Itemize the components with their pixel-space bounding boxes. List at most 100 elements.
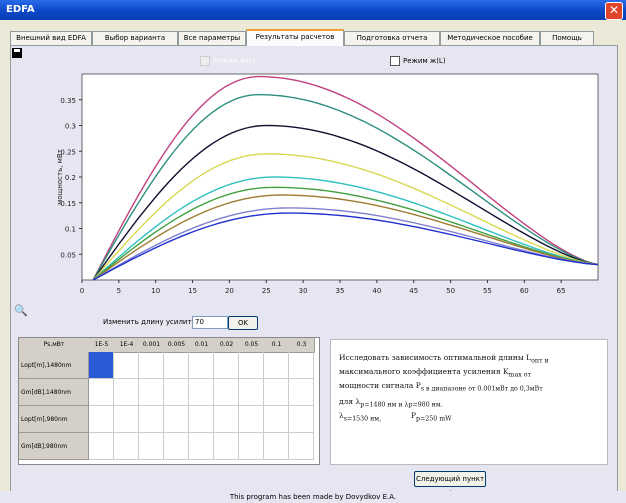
table-column-header: 0.02: [214, 338, 240, 353]
mode-checkbox-left-label: Режим ж(L): [213, 57, 256, 65]
table-column-header: 0.001: [139, 338, 165, 353]
x-tick-label: 55: [483, 287, 492, 295]
table-cell[interactable]: [189, 379, 214, 406]
series-line-3: [92, 124, 599, 281]
table-cell[interactable]: [114, 352, 139, 379]
series-line-6: [92, 186, 599, 281]
mode-checkbox-right-label: Режим ж(L): [403, 57, 446, 65]
tab-results[interactable]: Результаты расчетов: [246, 29, 344, 46]
table-cell[interactable]: [239, 352, 264, 379]
table-column-header: 0.3: [289, 338, 315, 353]
length-label: Изменить длину усилителя: [103, 318, 205, 326]
table-cell[interactable]: [164, 406, 189, 433]
table-column-header: 0.01: [189, 338, 215, 353]
table-cell[interactable]: [114, 406, 139, 433]
table-cell[interactable]: [289, 433, 314, 460]
x-tick-label: 50: [446, 287, 455, 295]
x-tick-label: 35: [336, 287, 345, 295]
length-input[interactable]: 70: [192, 316, 228, 329]
table-cell[interactable]: [114, 433, 139, 460]
table-cell[interactable]: [89, 406, 114, 433]
tab-variant[interactable]: Выбор варианта: [92, 31, 178, 45]
mode-checkbox-left[interactable]: Режим ж(L): [200, 56, 256, 66]
table-cell[interactable]: [264, 352, 289, 379]
table-cell[interactable]: [139, 352, 164, 379]
x-tick-label: 25: [262, 287, 271, 295]
table-cell[interactable]: [289, 406, 314, 433]
table-cell[interactable]: [214, 406, 239, 433]
x-tick-label: 5: [117, 287, 121, 295]
magnifier-icon[interactable]: 🔍: [14, 304, 28, 317]
next-step-button[interactable]: Следующий пункт ➜: [414, 471, 486, 497]
table-cell[interactable]: [189, 433, 214, 460]
y-tick-label: 0.1: [65, 226, 76, 234]
desc-line-6: Pp=250 mW: [411, 411, 452, 423]
footer-credit: This program has been made by Dovydkov E…: [0, 491, 626, 503]
tab-help[interactable]: Помощь: [540, 31, 594, 45]
table-column-header: 1E-4: [114, 338, 140, 353]
table-cell[interactable]: [139, 379, 164, 406]
power-chart: 0.05 0.1 0.15 0.2 0.25 0.3 0.35 0 5 10 15 20 25 30 35 4…: [56, 73, 599, 295]
table-cell[interactable]: [214, 352, 239, 379]
table-row-header: Gm[dB],1480nm: [19, 379, 89, 406]
table-cell[interactable]: [189, 352, 214, 379]
table-row-header: Gm[dB],980nm: [19, 433, 89, 460]
series-line-2: [92, 93, 599, 281]
checkbox-box-icon: [200, 56, 210, 66]
table-cell[interactable]: [89, 352, 114, 379]
table-cell[interactable]: [264, 433, 289, 460]
table-column-header: 1E-5: [89, 338, 115, 353]
series-line-1: [92, 75, 599, 281]
desc-line-4: для λp=1480 нм и λp=980 нм.: [339, 397, 443, 409]
table-cell[interactable]: [289, 352, 314, 379]
table-cell[interactable]: [139, 406, 164, 433]
close-button[interactable]: ✕: [605, 2, 623, 20]
table-cell[interactable]: [239, 379, 264, 406]
desc-line-1: Исследовать зависимость оптимальной длин…: [339, 353, 549, 365]
desc-line-3: мощности сигнала Ps в диапазоне от 0.001…: [339, 381, 543, 393]
table-column-header: 0.005: [164, 338, 190, 353]
table-row-header: Lopt[m],1480nm: [19, 352, 89, 379]
chart-area: 0.05 0.1 0.15 0.2 0.25 0.3 0.35 0 5 10 15 20 25 30 35 4…: [50, 66, 606, 312]
x-tick-label: 20: [225, 287, 234, 295]
table-cell[interactable]: [239, 433, 264, 460]
next-step-label: Следующий пункт: [415, 475, 485, 483]
window-title: EDFA: [6, 4, 35, 15]
table-cell[interactable]: [164, 352, 189, 379]
series-line-4: [92, 153, 599, 281]
table-cell[interactable]: [89, 433, 114, 460]
table-column-header: 0.05: [239, 338, 265, 353]
table-cell[interactable]: [289, 379, 314, 406]
table-cell[interactable]: [264, 379, 289, 406]
table-cell[interactable]: [214, 379, 239, 406]
x-tick-label: 10: [151, 287, 160, 295]
x-tick-label: 45: [409, 287, 418, 295]
table-cell[interactable]: [214, 433, 239, 460]
floppy-disk-icon[interactable]: [12, 48, 22, 58]
x-tick-label: 65: [557, 287, 566, 295]
table-cell[interactable]: [89, 379, 114, 406]
tab-report[interactable]: Подготовка отчета: [344, 31, 440, 45]
y-axis-label: мощность, мВт: [56, 149, 64, 205]
table-cell[interactable]: [139, 433, 164, 460]
y-tick-label: 0.35: [60, 97, 76, 105]
table-cell[interactable]: [114, 379, 139, 406]
table-cell[interactable]: [239, 406, 264, 433]
ok-button[interactable]: OK: [228, 316, 258, 330]
tab-all-params[interactable]: Все параметры: [178, 31, 246, 45]
table-cell[interactable]: [164, 379, 189, 406]
y-tick-label: 0.15: [60, 200, 76, 208]
desc-line-5: λs=1530 нм,: [339, 411, 382, 423]
tab-manual[interactable]: Методическое пособие: [440, 31, 540, 45]
y-tick-label: 0.3: [65, 123, 76, 131]
mode-checkbox-right[interactable]: Режим ж(L): [390, 56, 446, 66]
desc-line-2: максимального коэффициента усиления Kmax…: [339, 367, 532, 379]
table-cell[interactable]: [189, 406, 214, 433]
tab-edfa-view[interactable]: Внешний вид EDFA: [10, 31, 92, 45]
checkbox-box-icon: [390, 56, 400, 66]
table-cell[interactable]: [264, 406, 289, 433]
results-table: Ps,мВт 1E-5 1E-4 0.001 0.005 0.01 0.02 0.05 0.1 0…: [18, 337, 320, 465]
x-tick-label: 30: [299, 287, 308, 295]
series-line-7: [92, 194, 599, 281]
table-cell[interactable]: [164, 433, 189, 460]
